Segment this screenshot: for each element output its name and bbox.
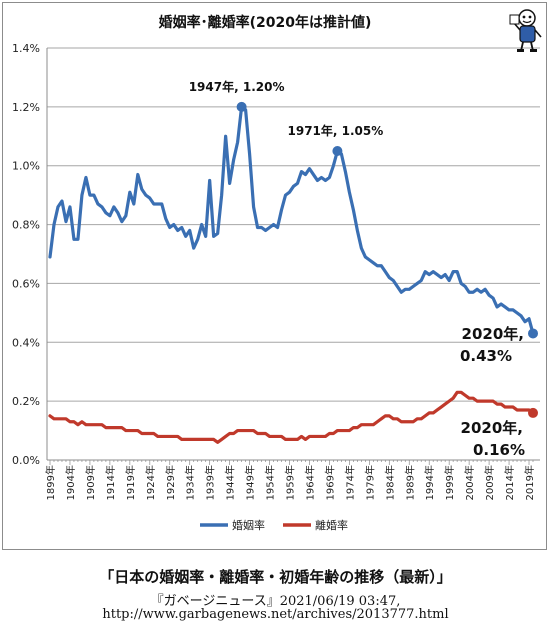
y-tick-label: 0.4% bbox=[12, 336, 40, 349]
x-tick-label: 1989年 bbox=[403, 465, 416, 500]
annotation-label: 0.16% bbox=[473, 441, 525, 459]
caption-title: 「日本の婚姻率・離婚率・初婚年齢の推移（最新）」 bbox=[99, 568, 452, 586]
x-tick-label: 1974年 bbox=[343, 465, 356, 500]
data-point-marker bbox=[236, 101, 247, 112]
x-tick-label: 1934年 bbox=[184, 465, 197, 500]
caption-url: http://www.garbagenews.net/archives/2013… bbox=[102, 607, 449, 622]
x-tick-label: 1954年 bbox=[264, 465, 277, 500]
chart: 婚姻率･離婚率(2020年は推計値) 0.0% 0.2% 0.4% 0.6% 0.8% 1.… bbox=[12, 9, 542, 532]
annotation-label: 2020年, bbox=[461, 419, 523, 437]
y-tick-label: 0.6% bbox=[12, 277, 40, 290]
series-line-marriage bbox=[48, 105, 535, 336]
x-tick-label: 1969年 bbox=[323, 465, 336, 500]
caption-source: 『ガベージニュース』2021/06/19 03:47, bbox=[150, 594, 401, 609]
y-tick-label: 0.0% bbox=[12, 454, 40, 467]
y-tick-label: 0.2% bbox=[12, 395, 40, 408]
data-point-marker bbox=[528, 328, 538, 339]
x-tick-label: 1964年 bbox=[303, 465, 316, 500]
chart-frame bbox=[2, 2, 547, 550]
x-tick-label: 1979年 bbox=[363, 465, 376, 500]
x-tick-label: 1914年 bbox=[104, 465, 117, 500]
x-tick-label: 1904年 bbox=[64, 465, 77, 500]
x-tick-label: 1949年 bbox=[244, 465, 257, 500]
x-tick-label: 2004年 bbox=[463, 465, 476, 500]
x-tick-label: 2019年 bbox=[523, 465, 536, 500]
annotation-label: 0.43% bbox=[460, 347, 512, 365]
x-tick-label: 1959年 bbox=[284, 465, 297, 500]
annotation-label: 1947年, 1.20% bbox=[189, 79, 285, 94]
x-tick-label: 1984年 bbox=[383, 465, 396, 500]
x-tick-label: 1909年 bbox=[84, 465, 97, 500]
legend-label: 離婚率 bbox=[315, 518, 348, 532]
y-tick-label: 0.8% bbox=[12, 219, 40, 232]
annotation-label: 1971年, 1.05% bbox=[288, 123, 384, 138]
x-tick-label: 2014年 bbox=[503, 465, 516, 500]
x-tick-label: 1924年 bbox=[144, 465, 157, 500]
x-tick-label: 1994年 bbox=[423, 465, 436, 500]
x-tick-label: 1939年 bbox=[204, 465, 217, 500]
x-tick-label: 1999年 bbox=[443, 465, 456, 500]
x-tick-label: 1919年 bbox=[124, 465, 137, 500]
y-tick-label: 1.4% bbox=[12, 42, 40, 55]
data-point-marker bbox=[332, 146, 343, 156]
x-tick-label: 1899年 bbox=[44, 465, 57, 500]
x-tick-label: 2009年 bbox=[483, 465, 496, 500]
series-line-divorce bbox=[48, 390, 535, 444]
legend-label: 婚姻率 bbox=[232, 518, 265, 532]
annotation-label: 2020年, bbox=[462, 325, 524, 343]
mascot-icon bbox=[509, 9, 542, 52]
y-tick-label: 1.2% bbox=[12, 101, 40, 114]
y-tick-label: 1.0% bbox=[12, 160, 40, 173]
chart-title: 婚姻率･離婚率(2020年は推計値) bbox=[159, 14, 372, 31]
x-tick-label: 1944年 bbox=[224, 465, 237, 500]
x-tick-label: 1929年 bbox=[164, 465, 177, 500]
data-point-marker bbox=[528, 407, 538, 418]
